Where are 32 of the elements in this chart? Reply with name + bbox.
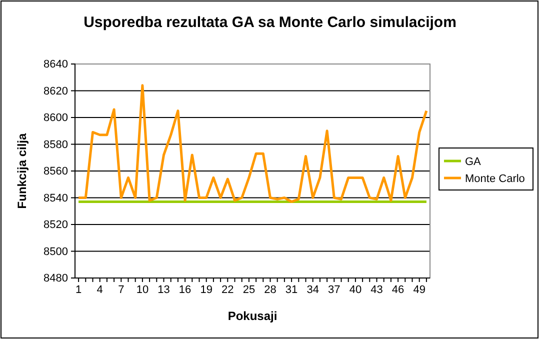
x-tick-label: 28 (264, 284, 276, 296)
y-tick-label: 8540 (44, 192, 68, 204)
x-tick-label: 31 (285, 284, 298, 296)
y-axis-title: Funkcija cilja (15, 133, 29, 209)
x-tick-label: 19 (200, 284, 212, 296)
y-tick-label: 8620 (44, 85, 68, 98)
x-tick-label: 40 (349, 284, 362, 296)
y-tick-label: 8520 (44, 219, 68, 232)
x-tick-label: 43 (370, 284, 383, 296)
chart-title: Usporedba rezultata GA sa Monte Carlo simulacijom (84, 14, 456, 31)
y-tick-label: 8580 (44, 138, 68, 151)
y-tick-label: 8600 (44, 112, 68, 124)
line-series (77, 84, 428, 204)
y-tick-label: 8640 (44, 58, 68, 71)
legend-label: GA (465, 156, 482, 168)
x-tick-label: 49 (413, 284, 426, 296)
x-tick-label: 37 (328, 284, 340, 296)
x-tick-label: 4 (96, 284, 103, 296)
x-tick-label: 13 (158, 284, 170, 296)
x-tick-label: 1 (75, 284, 82, 296)
x-axis-title: Pokusaji (228, 309, 278, 323)
x-tick-label: 25 (242, 284, 256, 296)
x-tick-label: 46 (392, 284, 404, 296)
x-tick-label: 22 (222, 284, 234, 296)
x-tick-label: 7 (118, 284, 124, 296)
x-tick-label: 10 (136, 284, 149, 296)
x-tick-label: 34 (306, 284, 319, 296)
x-tick-label: 16 (178, 284, 192, 296)
legend-label: Monte Carlo (465, 173, 525, 185)
y-tick-label: 8560 (44, 166, 68, 178)
y-tick-label: 8480 (44, 272, 68, 285)
y-tick-label: 8500 (44, 246, 68, 258)
